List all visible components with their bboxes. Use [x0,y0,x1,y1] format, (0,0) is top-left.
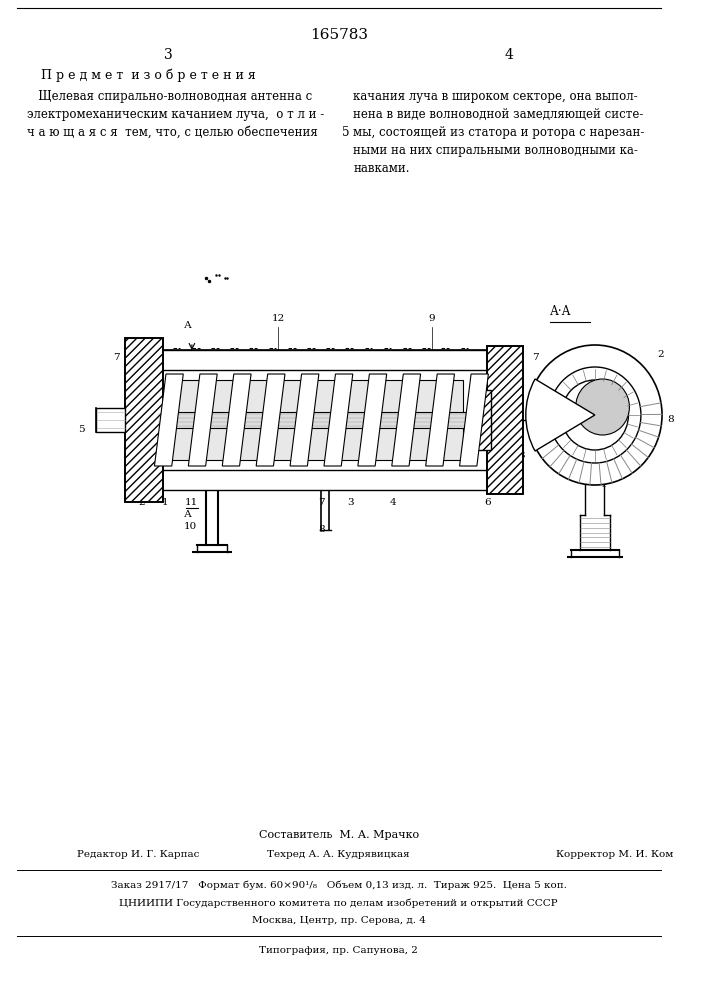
Bar [470,390,491,450]
Bar [487,346,523,494]
Wedge shape [526,379,595,451]
Text: ЦНИИПИ Государственного комитета по делам изобретений и открытий СССР: ЦНИИПИ Государственного комитета по дела… [119,898,558,908]
Circle shape [575,379,629,435]
Text: 10: 10 [183,522,197,531]
Bar [158,350,489,490]
Text: 8: 8 [667,416,674,424]
Text: 3: 3 [347,498,354,507]
Polygon shape [324,374,353,466]
Text: 12: 12 [271,314,285,323]
Circle shape [527,345,662,485]
Text: качания луча в широком секторе, она выпол-: качания луча в широком секторе, она выпо… [353,90,638,103]
Text: А: А [184,510,192,519]
Polygon shape [426,374,455,466]
Bar [96,408,124,432]
Text: Щелевая спирально-волноводная антенна с: Щелевая спирально-волноводная антенна с [27,90,312,103]
Bar [487,346,523,494]
Text: навками.: навками. [353,162,409,175]
Text: Москва, Центр, пр. Серова, д. 4: Москва, Центр, пр. Серова, д. 4 [252,916,426,925]
Text: Типография, пр. Сапунова, 2: Типография, пр. Сапунова, 2 [259,946,418,955]
Text: 7: 7 [318,498,325,507]
Polygon shape [188,374,217,466]
Text: Редактор И. Г. Карпас: Редактор И. Г. Карпас [77,850,199,859]
Text: 4: 4 [390,498,397,507]
Text: 3: 3 [163,48,173,62]
Polygon shape [256,374,285,466]
Text: 7: 7 [532,354,539,362]
Text: А·А: А·А [550,305,571,318]
Bar [158,350,489,370]
Text: Составитель  М. А. Мрачко: Составитель М. А. Мрачко [259,830,419,840]
Text: нена в виде волноводной замедляющей систе-: нена в виде волноводной замедляющей сист… [353,108,643,121]
Bar [158,370,489,470]
Text: мы, состоящей из статора и ротора с нарезан-: мы, состоящей из статора и ротора с наре… [353,126,645,139]
Text: 3: 3 [518,450,525,460]
Bar [168,380,463,460]
Text: 6: 6 [484,498,491,507]
Text: 5: 5 [341,126,349,139]
Text: 5: 5 [78,426,84,434]
Bar [158,412,492,428]
Circle shape [561,380,629,450]
Bar [158,470,489,490]
Polygon shape [154,374,183,466]
Bar [124,338,163,502]
Text: 11: 11 [185,498,199,507]
Text: 7: 7 [113,354,120,362]
Polygon shape [222,374,251,466]
Text: 2: 2 [658,350,664,359]
Text: 4: 4 [600,480,607,489]
Text: 2: 2 [139,498,146,507]
Bar [158,470,489,490]
Circle shape [549,367,641,463]
Polygon shape [358,374,387,466]
Text: 165783: 165783 [310,28,368,42]
Text: 1: 1 [518,468,525,477]
Bar [158,350,489,370]
Text: ными на них спиральными волноводными ка-: ными на них спиральными волноводными ка- [353,144,638,157]
Text: 8: 8 [318,525,325,534]
Text: Заказ 2917/17   Формат бум. 60×90¹/₈   Объем 0,13 изд. л.  Тираж 925.  Цена 5 ко: Заказ 2917/17 Формат бум. 60×90¹/₈ Объем… [111,880,566,890]
Text: электромеханическим качанием луча,  о т л и -: электромеханическим качанием луча, о т л… [27,108,324,121]
Text: 4: 4 [504,48,513,62]
Polygon shape [290,374,319,466]
Text: Техред А. А. Кудрявицкая: Техред А. А. Кудрявицкая [267,850,410,859]
Text: П р е д м е т  и з о б р е т е н и я: П р е д м е т и з о б р е т е н и я [41,68,256,82]
Polygon shape [392,374,421,466]
Text: Корректор М. И. Ком: Корректор М. И. Ком [556,850,674,859]
Bar [124,338,163,502]
Text: А: А [184,321,192,330]
Text: ч а ю щ а я с я  тем, что, с целью обеспечения: ч а ю щ а я с я тем, что, с целью обеспе… [27,126,317,139]
Text: 1: 1 [162,498,168,507]
Polygon shape [460,374,489,466]
Text: 9: 9 [428,314,435,323]
